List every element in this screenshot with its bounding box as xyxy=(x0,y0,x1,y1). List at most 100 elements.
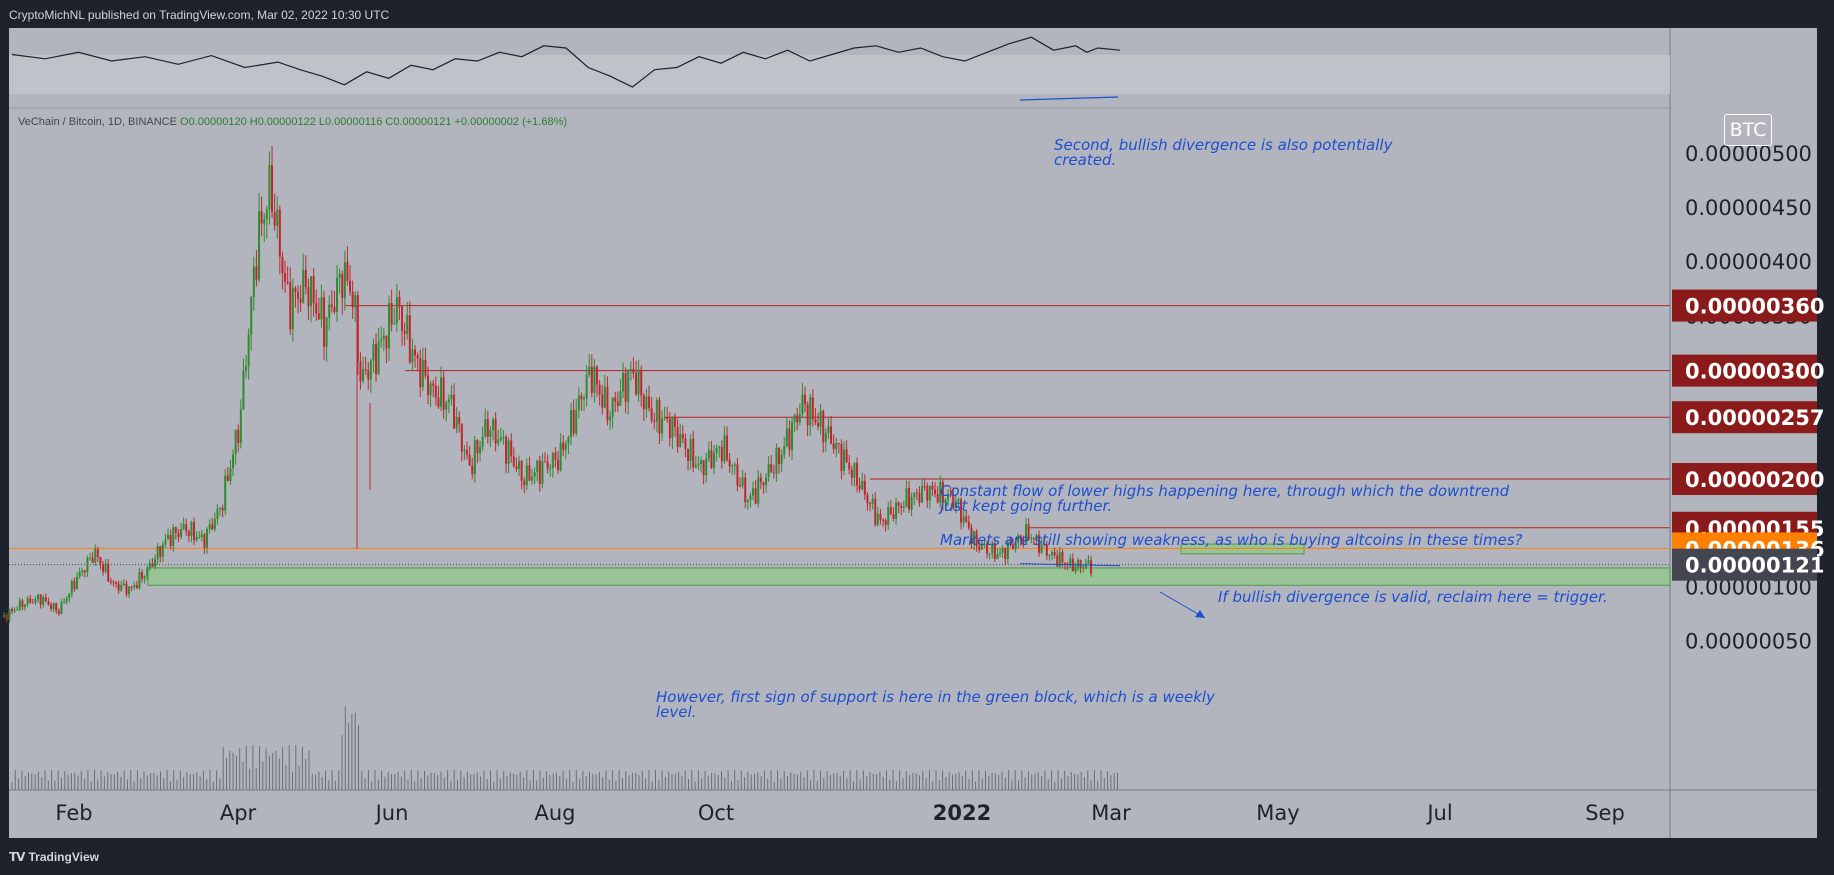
candle-up xyxy=(939,481,942,503)
candle-down xyxy=(330,304,333,307)
candle-down xyxy=(658,400,661,434)
candle-down xyxy=(57,610,60,614)
annotation-text: However, first sign of support is here i… xyxy=(656,688,1216,706)
candle-down xyxy=(562,442,565,450)
candle-down xyxy=(650,408,653,421)
candle-up xyxy=(26,598,29,605)
candle-down xyxy=(770,464,773,473)
candle-down xyxy=(642,395,645,410)
candle-down xyxy=(1009,542,1012,545)
candle-up xyxy=(583,398,586,400)
candle-up xyxy=(219,507,222,509)
candle-up xyxy=(489,429,492,437)
currency-badge[interactable]: BTC xyxy=(1724,114,1772,146)
candle-up xyxy=(824,432,827,443)
candle-down xyxy=(978,546,981,550)
candle-up xyxy=(172,527,175,546)
candle-down xyxy=(934,489,937,495)
candle-down xyxy=(351,291,354,308)
candle-down xyxy=(941,481,944,503)
candle-down xyxy=(520,461,523,481)
candle-down xyxy=(879,513,882,520)
chart-frame[interactable] xyxy=(9,28,1817,838)
candle-down xyxy=(432,383,435,386)
weekly-support-zone xyxy=(147,567,1671,586)
candle-up xyxy=(1069,558,1072,566)
candle-up xyxy=(484,419,487,437)
candle-up xyxy=(1006,542,1009,560)
candle-down xyxy=(759,477,762,483)
candle-down xyxy=(970,527,973,545)
candle-up xyxy=(697,464,700,466)
candle-up xyxy=(996,554,999,560)
candle-down xyxy=(681,433,684,439)
candle-up xyxy=(429,383,432,396)
candle-up xyxy=(531,476,534,481)
candle-down xyxy=(169,534,172,546)
candle-up xyxy=(887,507,890,525)
candle-up xyxy=(481,436,484,447)
candle-down xyxy=(762,482,765,486)
candle-down xyxy=(273,212,276,226)
candle-up xyxy=(310,276,313,307)
candle-up xyxy=(757,477,760,504)
candle-up xyxy=(559,442,562,471)
candle-down xyxy=(596,366,599,385)
candle-down xyxy=(299,298,302,303)
x-tick-label: 2022 xyxy=(933,801,991,825)
change-value: +0.00000002 (+1.68%) xyxy=(454,116,568,128)
candle-down xyxy=(515,466,518,469)
candle-up xyxy=(791,421,794,451)
candle-down xyxy=(307,287,310,307)
candle-up xyxy=(70,580,73,594)
candle-down xyxy=(580,395,583,400)
candle-down xyxy=(772,472,775,474)
candle-down xyxy=(341,273,344,299)
candle-up xyxy=(120,584,123,591)
candle-up xyxy=(536,460,539,473)
candle-down xyxy=(112,581,115,583)
candle-down xyxy=(960,499,963,523)
candle-down xyxy=(632,369,635,374)
candle-up xyxy=(63,601,66,603)
candle-up xyxy=(86,558,89,573)
candle-up xyxy=(320,297,323,320)
candle-down xyxy=(814,419,817,423)
candle-down xyxy=(726,435,729,460)
candle-up xyxy=(1074,566,1077,572)
candle-up xyxy=(1048,555,1051,557)
candle-down xyxy=(5,614,8,620)
candle-up xyxy=(268,165,271,210)
candle-down xyxy=(546,461,549,469)
candle-down xyxy=(598,384,601,395)
candle-up xyxy=(765,477,768,486)
candle-down xyxy=(811,397,814,420)
price-badge-0.00000360 xyxy=(1672,289,1817,322)
candle-up xyxy=(775,447,778,474)
candle-up xyxy=(148,563,151,568)
candle-up xyxy=(827,426,830,433)
candle-down xyxy=(398,297,401,307)
candle-down xyxy=(832,443,835,450)
candle-down xyxy=(278,209,281,257)
candle-up xyxy=(679,433,682,447)
candle-up xyxy=(603,386,606,408)
candle-down xyxy=(666,417,669,419)
candle-up xyxy=(954,500,957,509)
candle-down xyxy=(1056,555,1059,567)
trigger-arrowhead xyxy=(1195,610,1205,618)
candle-down xyxy=(1027,524,1030,539)
candle-up xyxy=(1087,560,1090,564)
price-badge-0.00000257 xyxy=(1672,401,1817,434)
tradingview-logo[interactable]: 𝗧𝗩 TradingView xyxy=(9,850,99,864)
candle-down xyxy=(754,488,757,504)
candle-down xyxy=(882,519,885,521)
candle-up xyxy=(445,402,448,410)
reclaim-target-zone xyxy=(1180,543,1305,555)
candle-up xyxy=(661,418,664,434)
candle-up xyxy=(973,531,976,545)
candle-up xyxy=(913,492,916,497)
candle-up xyxy=(715,447,718,453)
candle-up xyxy=(876,513,879,525)
